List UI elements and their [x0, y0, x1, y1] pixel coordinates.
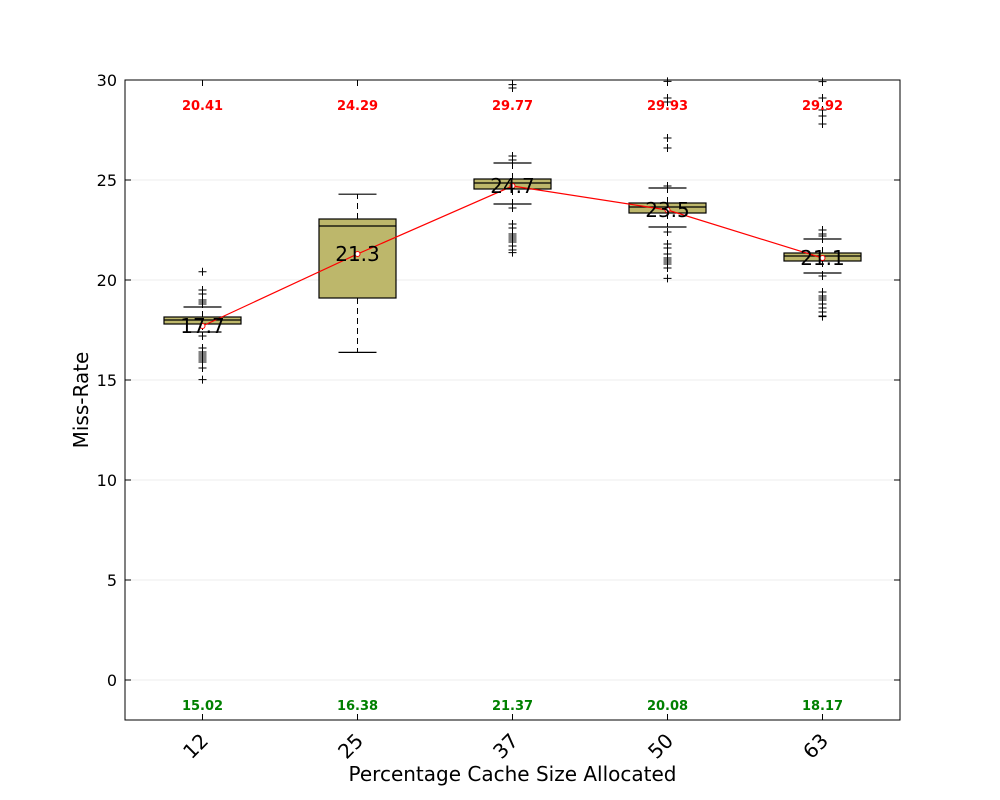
y-tick-label: 30 [97, 71, 117, 90]
outlier-point [663, 144, 672, 152]
outlier-point [818, 120, 827, 128]
mean-value-label: 23.5 [645, 198, 690, 222]
max-value-label: 29.93 [647, 99, 688, 114]
x-axis-title: Percentage Cache Size Allocated [349, 762, 677, 786]
mean-point [664, 207, 671, 213]
mean-value-label: 21.1 [800, 246, 845, 270]
outlier-point [663, 274, 672, 283]
y-tick-label: 5 [107, 571, 117, 590]
outlier-point [663, 264, 672, 272]
value-labels: 17.7 20.41 15.02 21.3 24.29 16.38 24.7 29.77 21.… [180, 99, 845, 714]
max-value-label: 24.29 [337, 99, 378, 114]
outlier-point [508, 156, 517, 164]
min-value-label: 18.17 [802, 699, 843, 714]
y-axis-title: Miss-Rate [69, 352, 93, 449]
outlier-point [663, 228, 672, 236]
outlier-point [818, 312, 827, 321]
min-value-label: 15.02 [182, 699, 223, 714]
outlier-point [198, 364, 207, 372]
box-25 [318, 193, 397, 353]
outlier-point [198, 332, 207, 340]
outlier-point [198, 375, 207, 384]
box-body [318, 218, 397, 299]
outlier-point [663, 77, 672, 86]
min-value-label: 16.38 [337, 699, 378, 714]
outlier-point [508, 248, 517, 257]
max-value-label: 29.77 [492, 99, 533, 114]
y-tick-label: 20 [97, 271, 117, 290]
mean-line-layer [199, 183, 826, 329]
mean-value-label: 17.7 [180, 314, 225, 338]
outlier-point [818, 112, 827, 120]
plot-area-frame [124, 79, 901, 721]
mean-value-label: 24.7 [490, 174, 535, 198]
outlier-point [508, 84, 517, 92]
min-value-label: 20.08 [647, 699, 688, 714]
outlier-point [818, 77, 827, 86]
outlier-point [818, 272, 827, 280]
y-tick-label: 0 [107, 671, 117, 690]
outlier-point [508, 204, 517, 212]
mean-value-label: 21.3 [335, 242, 380, 266]
outlier-point [663, 182, 672, 190]
outlier-point [818, 94, 827, 102]
y-tick-label: 25 [97, 171, 117, 190]
outlier-point [663, 134, 672, 142]
mean-point [199, 323, 206, 329]
box-12 [163, 267, 242, 384]
outlier-point [198, 267, 207, 276]
outlier-point [663, 98, 672, 106]
min-value-label: 21.37 [492, 699, 533, 714]
mean-point [819, 255, 826, 261]
outlier-point [818, 232, 827, 240]
max-value-label: 29.92 [802, 99, 843, 114]
y-tick-label: 10 [97, 471, 117, 490]
outlier-point [198, 300, 207, 308]
mean-point [509, 183, 516, 189]
max-value-label: 20.41 [182, 99, 223, 114]
mean-point [354, 251, 361, 257]
y-tick-label: 15 [97, 371, 117, 390]
